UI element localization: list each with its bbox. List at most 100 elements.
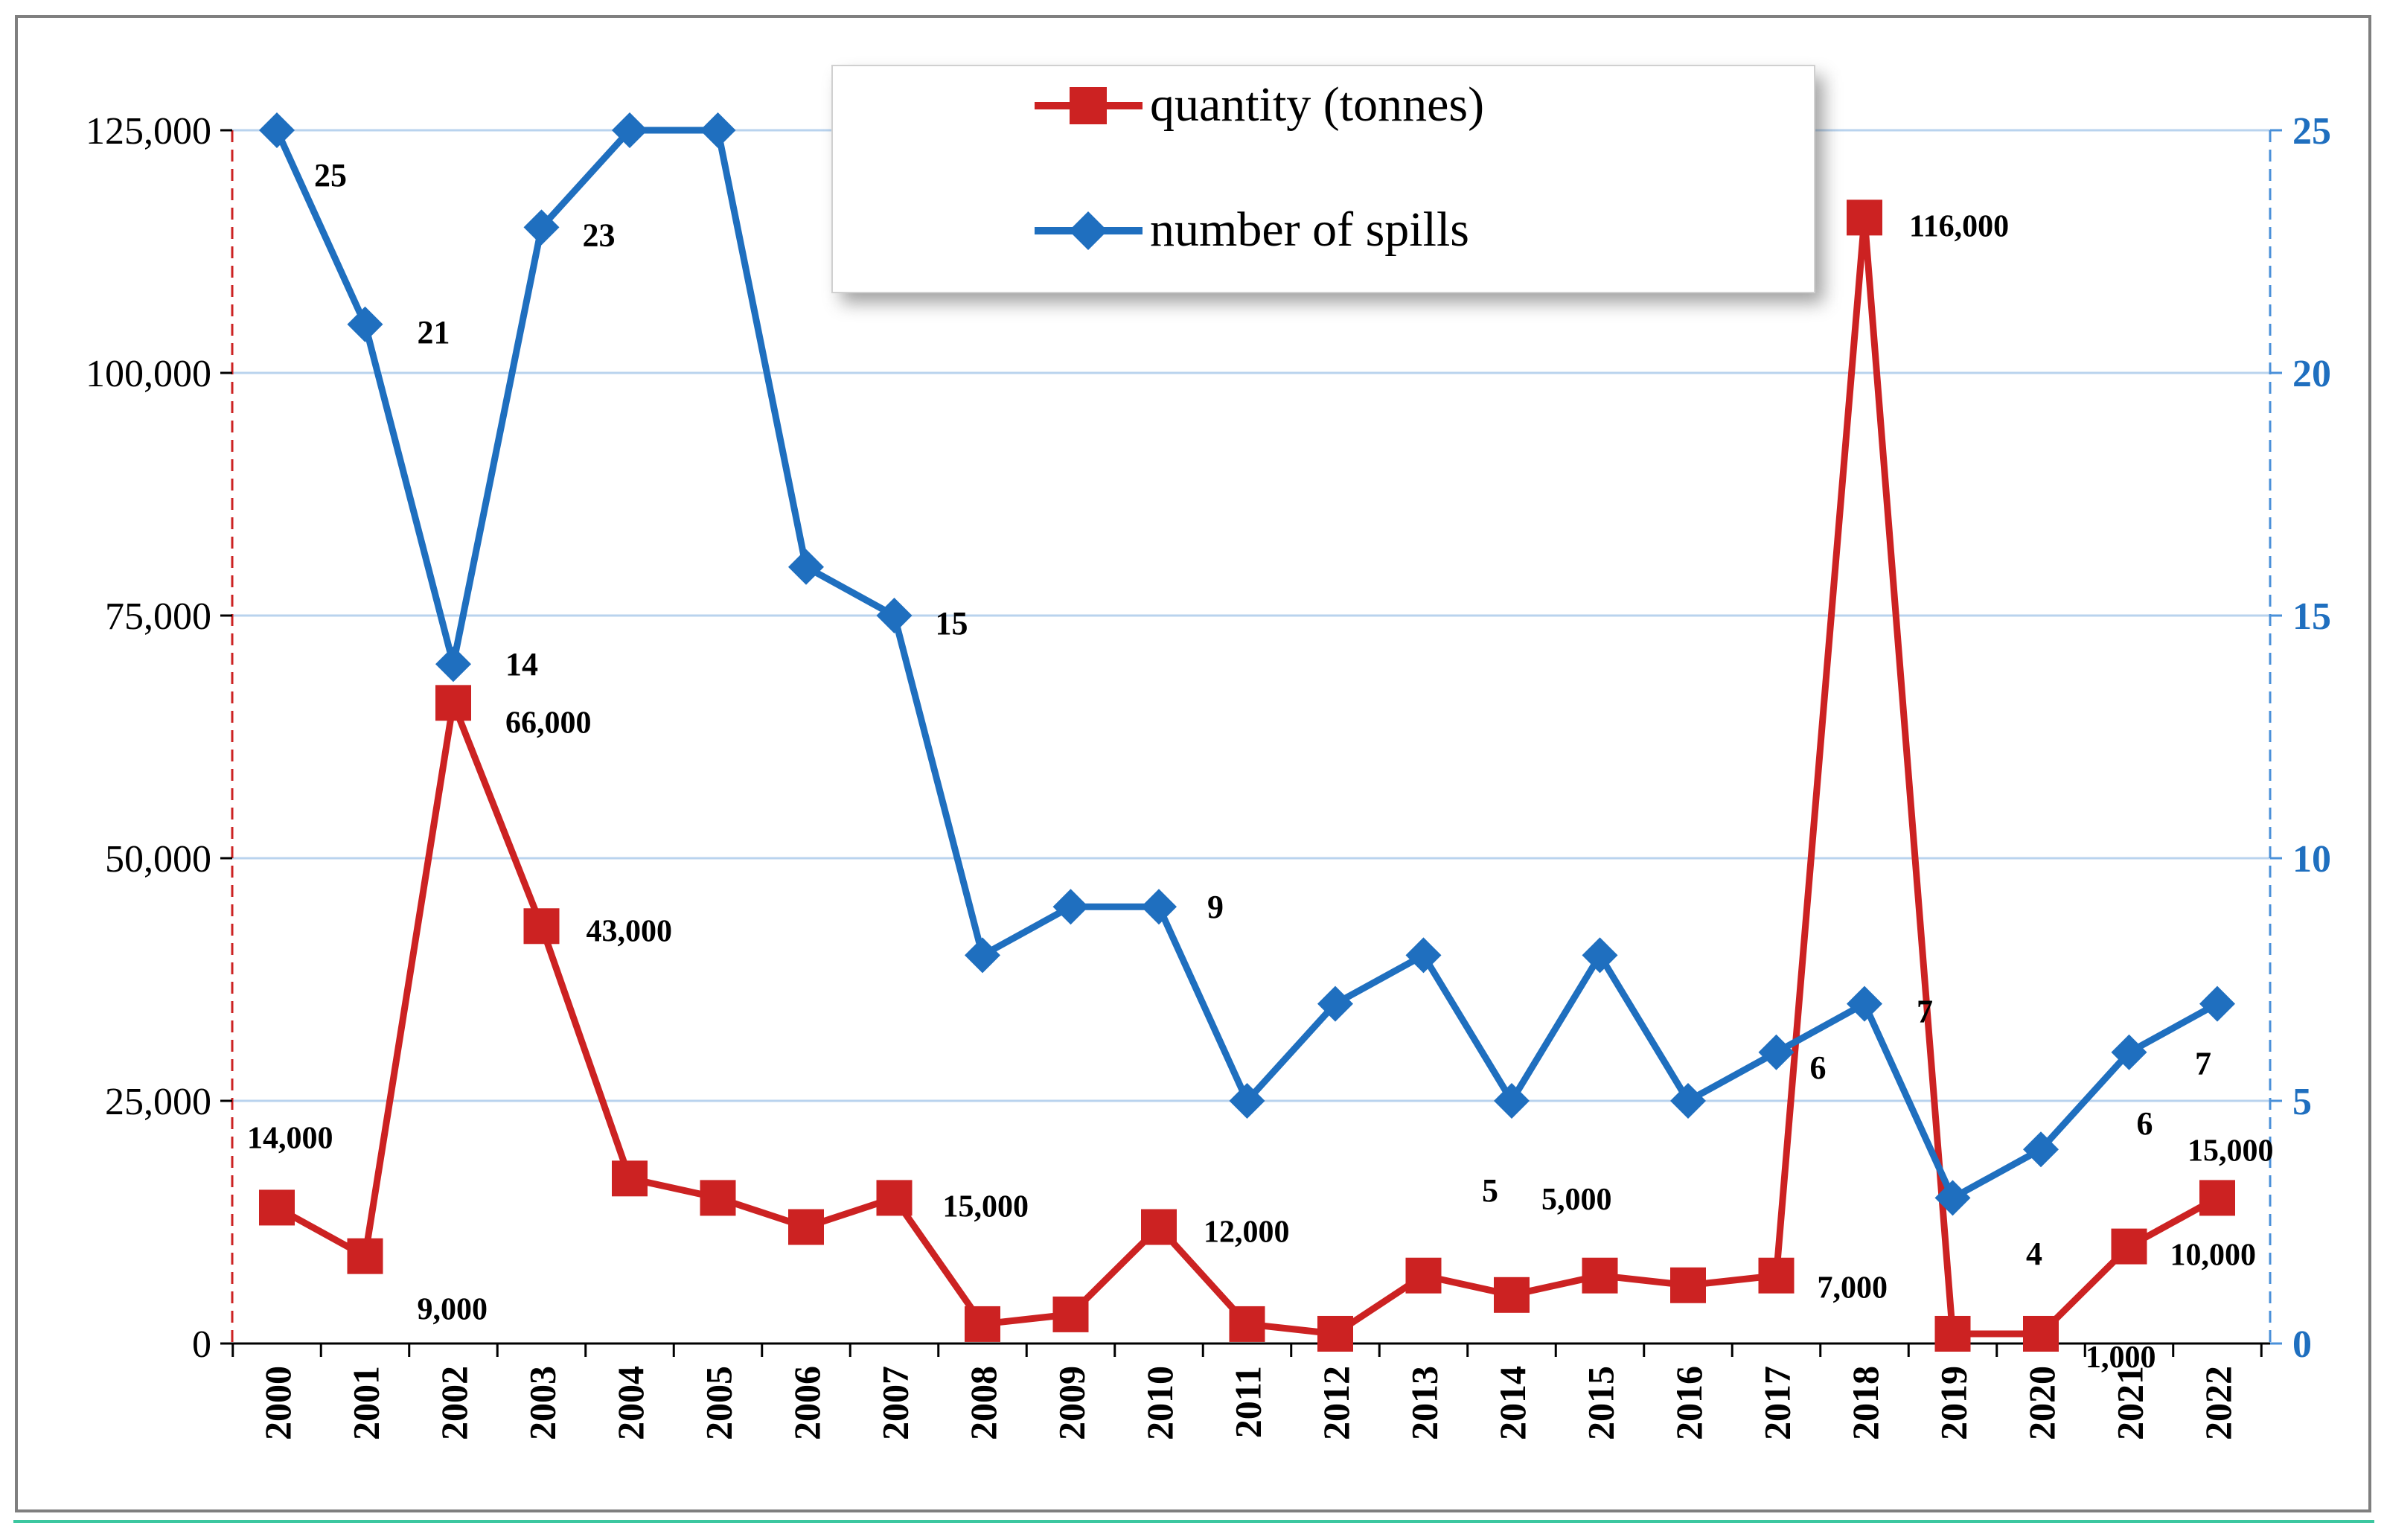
x-tick-label: 2017 (1757, 1366, 1798, 1440)
quantity-data-label: 1,000 (2086, 1341, 2156, 1375)
quantity-point (1494, 1277, 1530, 1313)
x-tick-label: 2008 (962, 1366, 1004, 1440)
axes: 025,00050,00075,000100,000125,0000510152… (86, 110, 2331, 1440)
spills-data-label: 15 (936, 605, 968, 642)
spills-point (2023, 1131, 2059, 1168)
x-tick-label: 2015 (1580, 1366, 1622, 1440)
spills-point (1847, 985, 1882, 1022)
quantity-data-label: 9,000 (418, 1293, 488, 1327)
spills-point (259, 112, 295, 148)
x-tick-label: 2012 (1315, 1366, 1357, 1440)
data-labels: 14,000 9,000 66,000 43,000 15,000 12,000 5,000… (247, 157, 2274, 1375)
left-tick-label: 50,000 (105, 838, 211, 881)
x-tick-label: 2009 (1051, 1366, 1093, 1440)
spills-point (788, 549, 824, 585)
spills-point (1494, 1083, 1530, 1119)
quantity-point (1052, 1296, 1089, 1332)
spills-point (435, 646, 471, 683)
quantity-point (965, 1306, 1000, 1342)
quantity-data-label: 43,000 (587, 914, 673, 948)
quantity-point (700, 1180, 736, 1216)
quantity-point (1670, 1267, 1706, 1303)
spills-point (1405, 937, 1442, 974)
quantity-data-label: 12,000 (1204, 1215, 1290, 1250)
spills-data-label: 4 (2026, 1236, 2042, 1272)
quantity-point (1934, 1315, 1971, 1352)
left-tick-label: 25,000 (105, 1081, 211, 1123)
spills-data-label: 23 (583, 217, 616, 253)
spills-point (612, 112, 648, 148)
x-tick-label: 2004 (610, 1366, 651, 1440)
quantity-data-label: 10,000 (2170, 1239, 2257, 1273)
quantity-data-label: 66,000 (505, 706, 592, 740)
quantity-point (435, 685, 471, 721)
quantity-point (259, 1189, 295, 1226)
spills-data-label: 7 (1917, 994, 1933, 1030)
spills-data-label: 21 (418, 314, 450, 351)
spills-point (1141, 889, 1177, 925)
quantity-point (612, 1160, 648, 1197)
legend-quantity-label: quantity (tonnes) (1150, 77, 1484, 132)
x-tick-label: 2021 (2109, 1366, 2151, 1440)
x-tick-label: 2014 (1492, 1366, 1533, 1440)
x-tick-label: 2010 (1139, 1366, 1180, 1440)
quantity-data-label: 116,000 (1909, 209, 2009, 243)
spills-data-label: 5 (1482, 1172, 1498, 1209)
spills-point (1229, 1083, 1265, 1119)
spills-data-label: 9 (1207, 889, 1224, 925)
quantity-point (347, 1238, 383, 1274)
spills-point (1670, 1083, 1706, 1119)
spills-point (523, 209, 560, 246)
spills-point (2199, 985, 2235, 1022)
quantity-point (1229, 1306, 1265, 1342)
quantity-point (1405, 1257, 1442, 1294)
quantity-point (1317, 1315, 1353, 1352)
quantity-data-label: 5,000 (1541, 1183, 1612, 1217)
x-tick-label: 2007 (875, 1366, 916, 1440)
legend: quantity (tonnes) number of spills (831, 65, 1824, 303)
quantity-point (1847, 199, 1882, 236)
x-tick-label: 2020 (2021, 1366, 2062, 1440)
x-tick-label: 2001 (345, 1366, 387, 1440)
x-tick-label: 2003 (522, 1366, 563, 1440)
x-tick-label: 2016 (1668, 1366, 1710, 1440)
quantity-point (2199, 1180, 2235, 1216)
spills-point (2111, 1034, 2147, 1070)
x-tick-label: 2019 (1933, 1366, 1975, 1440)
x-tick-label: 2011 (1227, 1366, 1269, 1438)
quantity-point (1582, 1257, 1618, 1294)
x-tick-label: 2013 (1404, 1366, 1445, 1440)
spills-data-label: 6 (2137, 1105, 2153, 1142)
spills-point (1758, 1034, 1795, 1070)
quantity-data-label: 14,000 (247, 1121, 333, 1155)
x-tick-label: 2022 (2197, 1366, 2239, 1440)
left-tick-label: 0 (192, 1323, 211, 1366)
x-tick-label: 2005 (698, 1366, 740, 1440)
legend-box (831, 65, 1815, 293)
series (259, 112, 2235, 1352)
left-tick-label: 100,000 (86, 353, 211, 395)
right-tick-label: 5 (2292, 1081, 2312, 1123)
spills-point (1317, 985, 1353, 1022)
x-tick-label: 2018 (1844, 1366, 1886, 1440)
spills-point (965, 937, 1000, 974)
spills-data-label: 7 (2195, 1046, 2211, 1082)
right-tick-label: 10 (2292, 838, 2331, 881)
quantity-data-label: 15,000 (943, 1189, 1029, 1224)
spills-point (1052, 889, 1089, 925)
quantity-point (523, 908, 560, 945)
quantity-data-label: 7,000 (1818, 1271, 1888, 1306)
spills-point (1582, 937, 1618, 974)
spills-point (876, 598, 913, 633)
legend-spills-marker (1069, 211, 1108, 250)
quantity-point (788, 1209, 824, 1245)
x-tick-label: 2000 (257, 1366, 298, 1440)
spills-data-label: 25 (314, 157, 347, 194)
right-tick-label: 20 (2292, 353, 2331, 395)
spills-point (700, 112, 736, 148)
quantity-point (876, 1180, 913, 1216)
x-tick-label: 2006 (786, 1366, 828, 1440)
left-tick-label: 125,000 (86, 110, 211, 153)
